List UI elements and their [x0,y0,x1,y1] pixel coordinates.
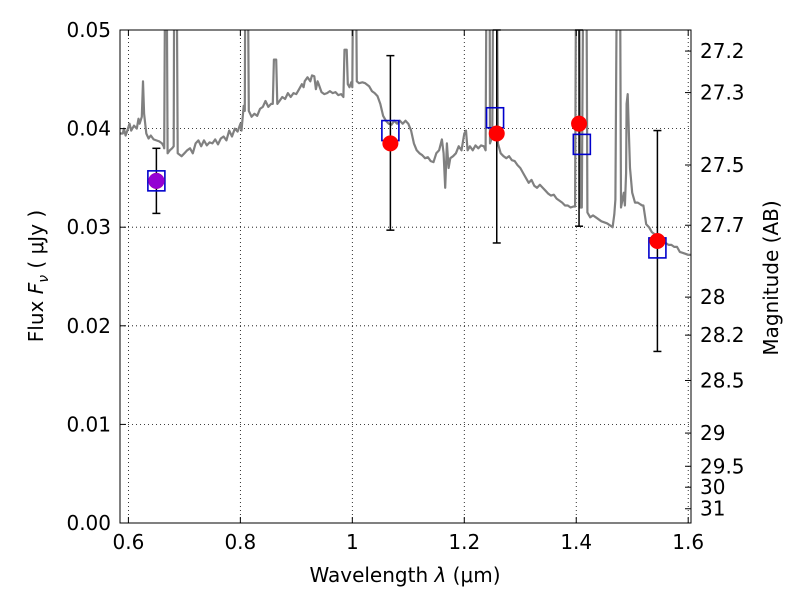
y-tick-label: 0.03 [66,215,111,239]
y2-tick-label: 28.2 [700,323,745,347]
model-photometry-square [572,133,592,156]
y2-axis-label: Magnitude (AB) [759,200,783,355]
observed-point [571,115,588,132]
axes: 0.6 0.8 1 1.2 1.4 1.6 0.00 0.01 0.02 0.03 0.04 0.05… [66,18,744,554]
plot-background [120,30,691,523]
y-tick-label: 0.02 [66,314,111,338]
observed-point [382,135,399,152]
observed-point [488,125,505,142]
y2-tick-label: 27.3 [700,81,745,105]
y2-tick-label: 27.2 [700,39,745,63]
x-tick-label: 1.2 [448,530,480,554]
y-axis-label: Flux Fν ( μJy ) [24,210,52,342]
x-tick-label: 0.8 [224,530,256,554]
y2-tick-label: 29 [700,421,725,445]
plot-frame [119,29,692,524]
y2-tick-label: 31 [700,497,725,521]
y-tick-label: 0.05 [66,18,111,42]
data-layer [120,30,691,256]
y-tick-label: 0.01 [66,412,111,436]
errorbars [147,29,667,353]
observed-point [649,233,666,250]
y-tick-label: 0.04 [66,117,111,141]
spectrum-line [120,30,691,256]
model-photometry-square [147,170,166,192]
x-axis-label: Wavelength λ (μm) [309,563,500,587]
blended-point [148,172,165,189]
x-tick-label: 1.6 [672,530,704,554]
y2-tick-label: 29.5 [700,454,745,478]
y2-tick-label: 30 [700,475,725,499]
y-tick-label: 0.00 [66,511,111,535]
y2-tick-label: 27.5 [700,153,745,177]
x-tick-label: 0.6 [112,530,144,554]
y2-tick-label: 28.5 [700,368,745,392]
y2-tick-label: 27.7 [700,213,745,237]
x-tick-label: 1.4 [560,530,592,554]
y2-tick-label: 28 [700,285,725,309]
x-tick-label: 1 [346,530,359,554]
